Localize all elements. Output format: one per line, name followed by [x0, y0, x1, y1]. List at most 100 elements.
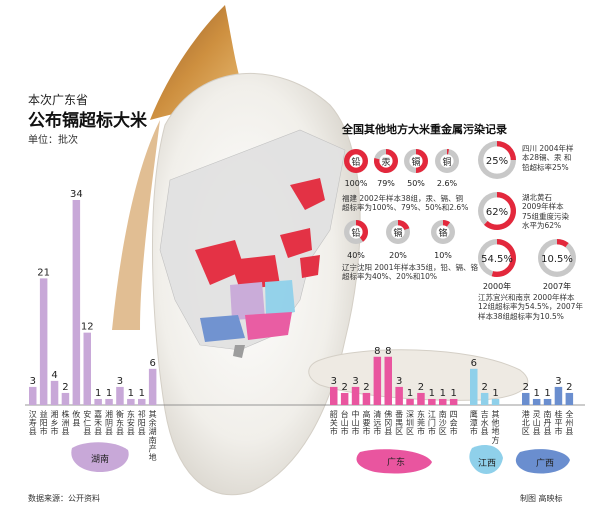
bar-港北区	[522, 392, 530, 405]
category-label-char: 区	[395, 427, 403, 436]
category-label-char: 区	[522, 427, 530, 436]
ring-hole	[483, 244, 511, 272]
category-label-char: 洲	[61, 419, 69, 428]
jiangsu-note-line: 样本38组超标率为10.5%	[478, 311, 564, 321]
category-label-char: 韶	[330, 409, 338, 419]
bar-南沙区	[439, 398, 447, 405]
bar-value-label: 1	[544, 388, 550, 399]
category-label-char: 山	[533, 418, 541, 428]
category-label-char: 攸	[72, 409, 80, 419]
bar-嘉禾县	[94, 398, 102, 405]
category-label-char: 衡	[116, 409, 124, 419]
category-label-char: 区	[439, 427, 447, 436]
hubei-note-line: 2009年样本	[522, 202, 564, 212]
region-label-江西: 江西	[478, 458, 496, 469]
bar-汉寿县	[29, 386, 37, 405]
liaoning-note-line: 超标率为40%、20%和10%	[342, 272, 438, 282]
category-label-char: 县	[116, 427, 124, 436]
category-label-char: 市	[417, 426, 425, 436]
liaoning-pie-label: 镉	[393, 227, 402, 239]
map-jiangxi	[265, 280, 295, 318]
fujian-pie-value: 2.6%	[437, 179, 458, 188]
category-label-char: 县	[384, 427, 392, 436]
category-label-char: 市	[341, 426, 349, 436]
bar-value-label: 1	[533, 388, 539, 399]
category-label-char: 全	[565, 409, 573, 419]
category-label-char: 县	[138, 427, 146, 436]
category-label-char: 东	[127, 409, 135, 419]
fujian-pie-label: 铜	[442, 156, 451, 168]
bar-value-label: 8	[385, 346, 391, 357]
liaoning-note: 辽宁沈阳 2001年样本35组，铅、镉、铬 超标率为40%、20%和10%	[342, 263, 478, 282]
category-label-char: 东	[116, 418, 124, 428]
category-label-char: 县	[72, 419, 80, 428]
bar-value-label: 3	[117, 376, 123, 387]
bar-其余湖南产地	[148, 368, 157, 405]
jiangsu-2000-value: 54.5%	[481, 254, 513, 265]
bar-value-label: 1	[128, 388, 134, 399]
category-label-char: 吉	[481, 410, 489, 419]
category-label-char: 湖	[149, 427, 157, 436]
fujian-pie-value: 79%	[377, 179, 395, 188]
bar-深圳区	[406, 398, 414, 405]
bar-四会市	[449, 398, 458, 405]
category-label-char: 县	[481, 427, 489, 436]
category-label-char: 市	[428, 426, 436, 436]
category-label-char: 南	[149, 435, 157, 445]
bar-株洲县	[61, 392, 70, 405]
sichuan-note: 四川 2004年样 本28镉、汞 和 铅超标率25%	[522, 144, 573, 172]
jiangsu-2007-year: 2007年	[543, 281, 571, 291]
liaoning-pie-value: 40%	[347, 251, 365, 260]
bar-value-label: 2	[341, 382, 347, 393]
bar-台山市	[340, 392, 349, 405]
bar-value-label: 2	[481, 382, 487, 393]
bar-value-label: 1	[95, 388, 101, 399]
category-label-char: 其	[492, 410, 500, 419]
bar-祁阳县	[138, 398, 146, 405]
bar-value-label: 12	[81, 322, 94, 333]
region-label-湖南: 湖南	[91, 453, 109, 465]
category-label-char: 阴	[105, 419, 113, 428]
bar-安仁县	[83, 332, 91, 405]
category-label-char: 寿	[29, 418, 37, 428]
category-label-char: 市	[554, 426, 562, 436]
bar-value-label: 34	[70, 189, 83, 200]
ring-hole	[436, 225, 450, 239]
bar-中山市	[351, 386, 360, 405]
category-label-char: 圳	[406, 418, 414, 428]
bar-value-label: 6	[149, 358, 155, 369]
ring-hole	[483, 197, 511, 225]
title-line-1: 本次广东省	[28, 93, 89, 107]
category-label-char: 禾	[94, 419, 102, 428]
bar-value-label: 1	[139, 388, 145, 399]
bar-value-label: 1	[440, 388, 446, 399]
category-label-char: 山	[341, 418, 349, 428]
jiangsu-note-line: 江苏宜兴和南京 2000年样本	[478, 293, 575, 302]
bar-攸县	[72, 200, 81, 405]
category-label-char: 方	[492, 435, 500, 445]
bar-东安县	[127, 398, 135, 405]
hubei-note-line: 湖北黄石	[522, 193, 552, 202]
liaoning-pie-label: 铅	[351, 227, 360, 239]
bar-value-label: 1	[407, 388, 413, 399]
hubei-note: 湖北黄石 2009年样本 75组重度污染 水平为62%	[522, 193, 569, 231]
bar-value-label: 6	[471, 358, 477, 369]
bar-value-label: 3	[396, 376, 402, 387]
map-sichuan	[195, 240, 245, 285]
ring-hole	[483, 146, 511, 174]
bar-value-label: 1	[106, 388, 112, 399]
map-fujian	[290, 178, 325, 210]
credit-note: 制图 高映标	[520, 494, 563, 503]
category-label-char: 市	[450, 426, 458, 436]
bar-江门市	[428, 398, 436, 405]
category-label-char: 祁	[138, 409, 146, 419]
category-label-char: 安	[127, 418, 135, 428]
category-label-char: 嘉	[94, 409, 102, 419]
bar-value-label: 2	[363, 382, 369, 393]
sichuan-ring-value: 25%	[486, 156, 508, 167]
fujian-pie-value: 50%	[407, 179, 425, 188]
sichuan-note-line: 四川 2004年样	[522, 144, 574, 153]
sichuan-note-line: 铅超标率25%	[522, 162, 569, 172]
